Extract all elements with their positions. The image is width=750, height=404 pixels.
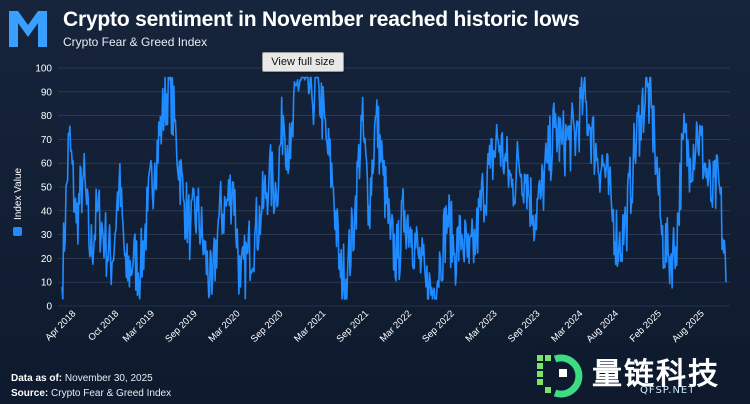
y-tick-label: 0 xyxy=(46,302,52,313)
x-tick-label: Mar 2022 xyxy=(378,308,414,344)
y-tick-label: 10 xyxy=(41,278,53,289)
y-tick-label: 70 xyxy=(41,135,53,146)
x-tick-label: Mar 2021 xyxy=(292,308,328,344)
legend-label: Index Value xyxy=(13,167,24,220)
x-tick-label: Oct 2018 xyxy=(86,308,121,343)
y-tick-label: 80 xyxy=(41,111,53,122)
source-value: Crypto Fear & Greed Index xyxy=(51,388,172,399)
view-full-size-button[interactable]: View full size xyxy=(262,52,344,72)
y-tick-label: 60 xyxy=(41,159,53,170)
logo-chevron xyxy=(18,11,38,37)
logo-right-bar xyxy=(38,11,47,47)
source-line: Source: Crypto Fear & Greed Index xyxy=(11,388,171,399)
brand-logo xyxy=(9,11,47,47)
chart-subtitle: Crypto Fear & Greed Index xyxy=(63,35,208,49)
legend-swatch xyxy=(13,227,22,236)
x-tick-label: Mar 2023 xyxy=(463,308,499,344)
data-as-of-line: Data as of: November 30, 2025 xyxy=(11,373,153,384)
series-line-index-value xyxy=(61,76,727,300)
data-as-of-label: Data as of: xyxy=(11,373,63,384)
legend: Index Value xyxy=(13,167,24,236)
x-tick-label: Sep 2021 xyxy=(335,308,372,345)
x-tick-label: Feb 2025 xyxy=(628,308,664,344)
x-tick-label: Mar 2020 xyxy=(206,308,242,344)
x-tick-label: Sep 2019 xyxy=(163,308,200,345)
x-tick-label: Aug 2024 xyxy=(584,308,621,345)
x-tick-label: Sep 2023 xyxy=(506,308,543,345)
y-tick-label: 50 xyxy=(41,183,53,194)
x-tick-label: Aug 2025 xyxy=(670,308,707,345)
series-group xyxy=(61,76,727,300)
chart-title: Crypto sentiment in November reached his… xyxy=(63,8,580,31)
data-as-of-value: November 30, 2025 xyxy=(64,373,153,384)
x-tick-label: Sep 2022 xyxy=(420,308,457,345)
y-tick-label: 30 xyxy=(41,230,53,241)
watermark-logo-icon xyxy=(529,345,750,404)
chart-grid xyxy=(58,67,730,307)
x-tick-label: Mar 2024 xyxy=(549,308,585,344)
source-label: Source: xyxy=(11,388,49,399)
y-tick-label: 100 xyxy=(35,64,52,75)
watermark-site: QFSP.NET xyxy=(640,385,696,396)
x-tick-label: Mar 2019 xyxy=(121,308,157,344)
y-axis-ticks: 0 10 20 30 40 50 60 70 80 90 100 xyxy=(35,64,52,313)
x-tick-label: Sep 2020 xyxy=(249,308,286,345)
x-tick-label: Apr 2018 xyxy=(43,308,78,343)
y-tick-label: 90 xyxy=(41,87,53,98)
watermark-brand: 量链科技 xyxy=(592,357,720,392)
logo-left-bar xyxy=(9,11,18,47)
y-tick-label: 40 xyxy=(41,206,53,217)
y-tick-label: 20 xyxy=(41,254,53,265)
x-axis-ticks: Apr 2018 Oct 2018 Mar 2019 Sep 2019 Mar 2020… xyxy=(43,308,706,345)
